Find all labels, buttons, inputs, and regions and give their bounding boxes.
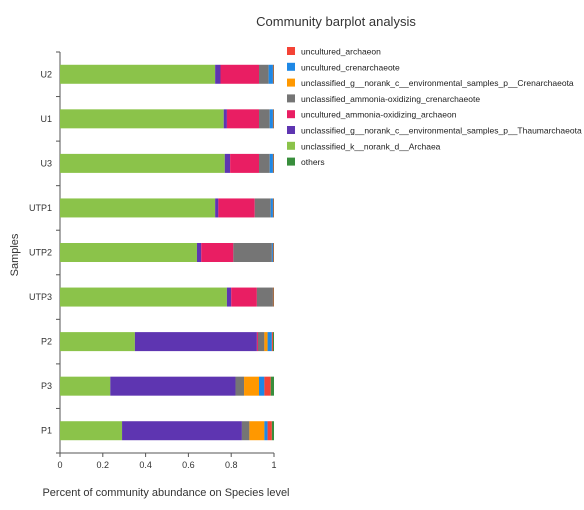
bar-segment xyxy=(235,376,245,396)
x-tick-label: 0.2 xyxy=(97,460,110,470)
bar-segment xyxy=(256,287,273,307)
bar-segment xyxy=(223,109,227,129)
legend-label: unclassified_g__norank_c__environmental_… xyxy=(301,78,574,88)
x-tick-label: 0.4 xyxy=(139,460,152,470)
bar-segment xyxy=(272,332,274,352)
legend-swatch xyxy=(287,141,295,150)
legend-swatch xyxy=(287,78,295,87)
bar-segment xyxy=(60,64,216,84)
legend-label: unclassified_ammonia-oxidizing_crenarcha… xyxy=(301,94,480,104)
bar-segment xyxy=(60,421,123,441)
legend-label: unclassified_k__norank_d__Archaea xyxy=(301,141,441,151)
legend-label: uncultured_ammonia-oxidizing_archaeon xyxy=(301,110,457,120)
legend-swatch xyxy=(287,157,295,166)
category-label: P1 xyxy=(41,426,52,436)
y-axis-title: Samples xyxy=(9,233,21,276)
bars xyxy=(60,64,274,441)
legend-swatch xyxy=(287,62,295,71)
legend-swatch xyxy=(287,94,295,103)
bar-segment xyxy=(259,376,265,396)
bar-segment xyxy=(271,243,273,262)
bar-segment xyxy=(270,198,273,218)
bar-segment xyxy=(268,64,273,84)
category-label: U1 xyxy=(40,114,52,124)
bar-segment xyxy=(264,376,271,396)
bar-segment xyxy=(272,287,274,307)
bar-segment xyxy=(254,198,271,218)
bar-segment xyxy=(267,332,272,352)
bar-segment xyxy=(264,332,268,352)
bar-segment xyxy=(259,64,269,84)
bar-segment xyxy=(122,421,242,441)
x-tick-label: 0.8 xyxy=(225,460,238,470)
bar-segment xyxy=(249,421,265,441)
bar-segment xyxy=(134,332,257,352)
legend-label: others xyxy=(301,157,325,167)
bar-segment xyxy=(215,198,219,218)
bar-segment xyxy=(241,421,250,441)
category-label: U2 xyxy=(40,69,52,79)
bar-segment xyxy=(220,64,260,84)
bar-segment xyxy=(259,153,270,173)
bar-segment xyxy=(110,376,236,396)
bar-segment xyxy=(269,153,273,173)
bar-segment xyxy=(270,376,274,396)
bar-segment xyxy=(231,287,257,307)
legend-label: uncultured_archaeon xyxy=(301,47,381,57)
legend-swatch xyxy=(287,110,295,119)
bar-segment xyxy=(60,243,197,262)
bar-segment xyxy=(60,198,216,218)
bar-segment xyxy=(60,376,111,396)
bar-segment xyxy=(264,421,268,441)
legend-swatch xyxy=(287,126,295,134)
x-tick-label: 1 xyxy=(271,460,276,470)
bar-segment xyxy=(272,109,274,129)
bar-segment xyxy=(259,109,270,129)
category-label: P3 xyxy=(41,381,52,391)
bar-segment xyxy=(267,421,272,441)
category-label: UTP3 xyxy=(29,292,52,302)
bar-segment xyxy=(226,287,232,307)
bar-segment xyxy=(226,109,260,129)
bar-segment xyxy=(272,198,274,218)
x-axis-title: Percent of community abundance on Specie… xyxy=(42,487,289,499)
category-label: P2 xyxy=(41,337,52,347)
x-tick-label: 0 xyxy=(57,460,62,470)
bar-segment xyxy=(60,287,227,307)
bar-segment xyxy=(271,332,273,352)
bar-segment xyxy=(233,243,272,262)
bar-segment xyxy=(244,376,260,396)
legend-label: unclassified_g__norank_c__environmental_… xyxy=(301,126,582,136)
bar-segment xyxy=(272,153,274,173)
bar-segment xyxy=(269,109,273,129)
bar-segment xyxy=(196,243,202,262)
bar-segment xyxy=(218,198,255,218)
bar-segment xyxy=(224,153,231,173)
category-label: U3 xyxy=(40,158,52,168)
bar-segment xyxy=(257,332,265,352)
bar-segment xyxy=(272,64,274,84)
bar-segment xyxy=(272,243,274,262)
legend: uncultured_archaeon uncultured_crenarchae… xyxy=(287,47,582,167)
bar-segment xyxy=(230,153,260,173)
legend-label: uncultured_crenarchaeote xyxy=(301,62,400,72)
bar-segment xyxy=(271,421,274,441)
bar-segment xyxy=(201,243,234,262)
chart-title: Community barplot analysis xyxy=(256,14,416,29)
category-label: UTP1 xyxy=(29,203,52,213)
bar-segment xyxy=(60,109,224,129)
bar-segment xyxy=(215,64,221,84)
bar-segment xyxy=(256,332,258,352)
legend-swatch xyxy=(287,47,295,55)
bar-segment xyxy=(60,332,135,352)
category-label: UTP2 xyxy=(29,248,52,258)
bar-segment xyxy=(60,153,225,173)
x-tick-label: 0.6 xyxy=(182,460,195,470)
